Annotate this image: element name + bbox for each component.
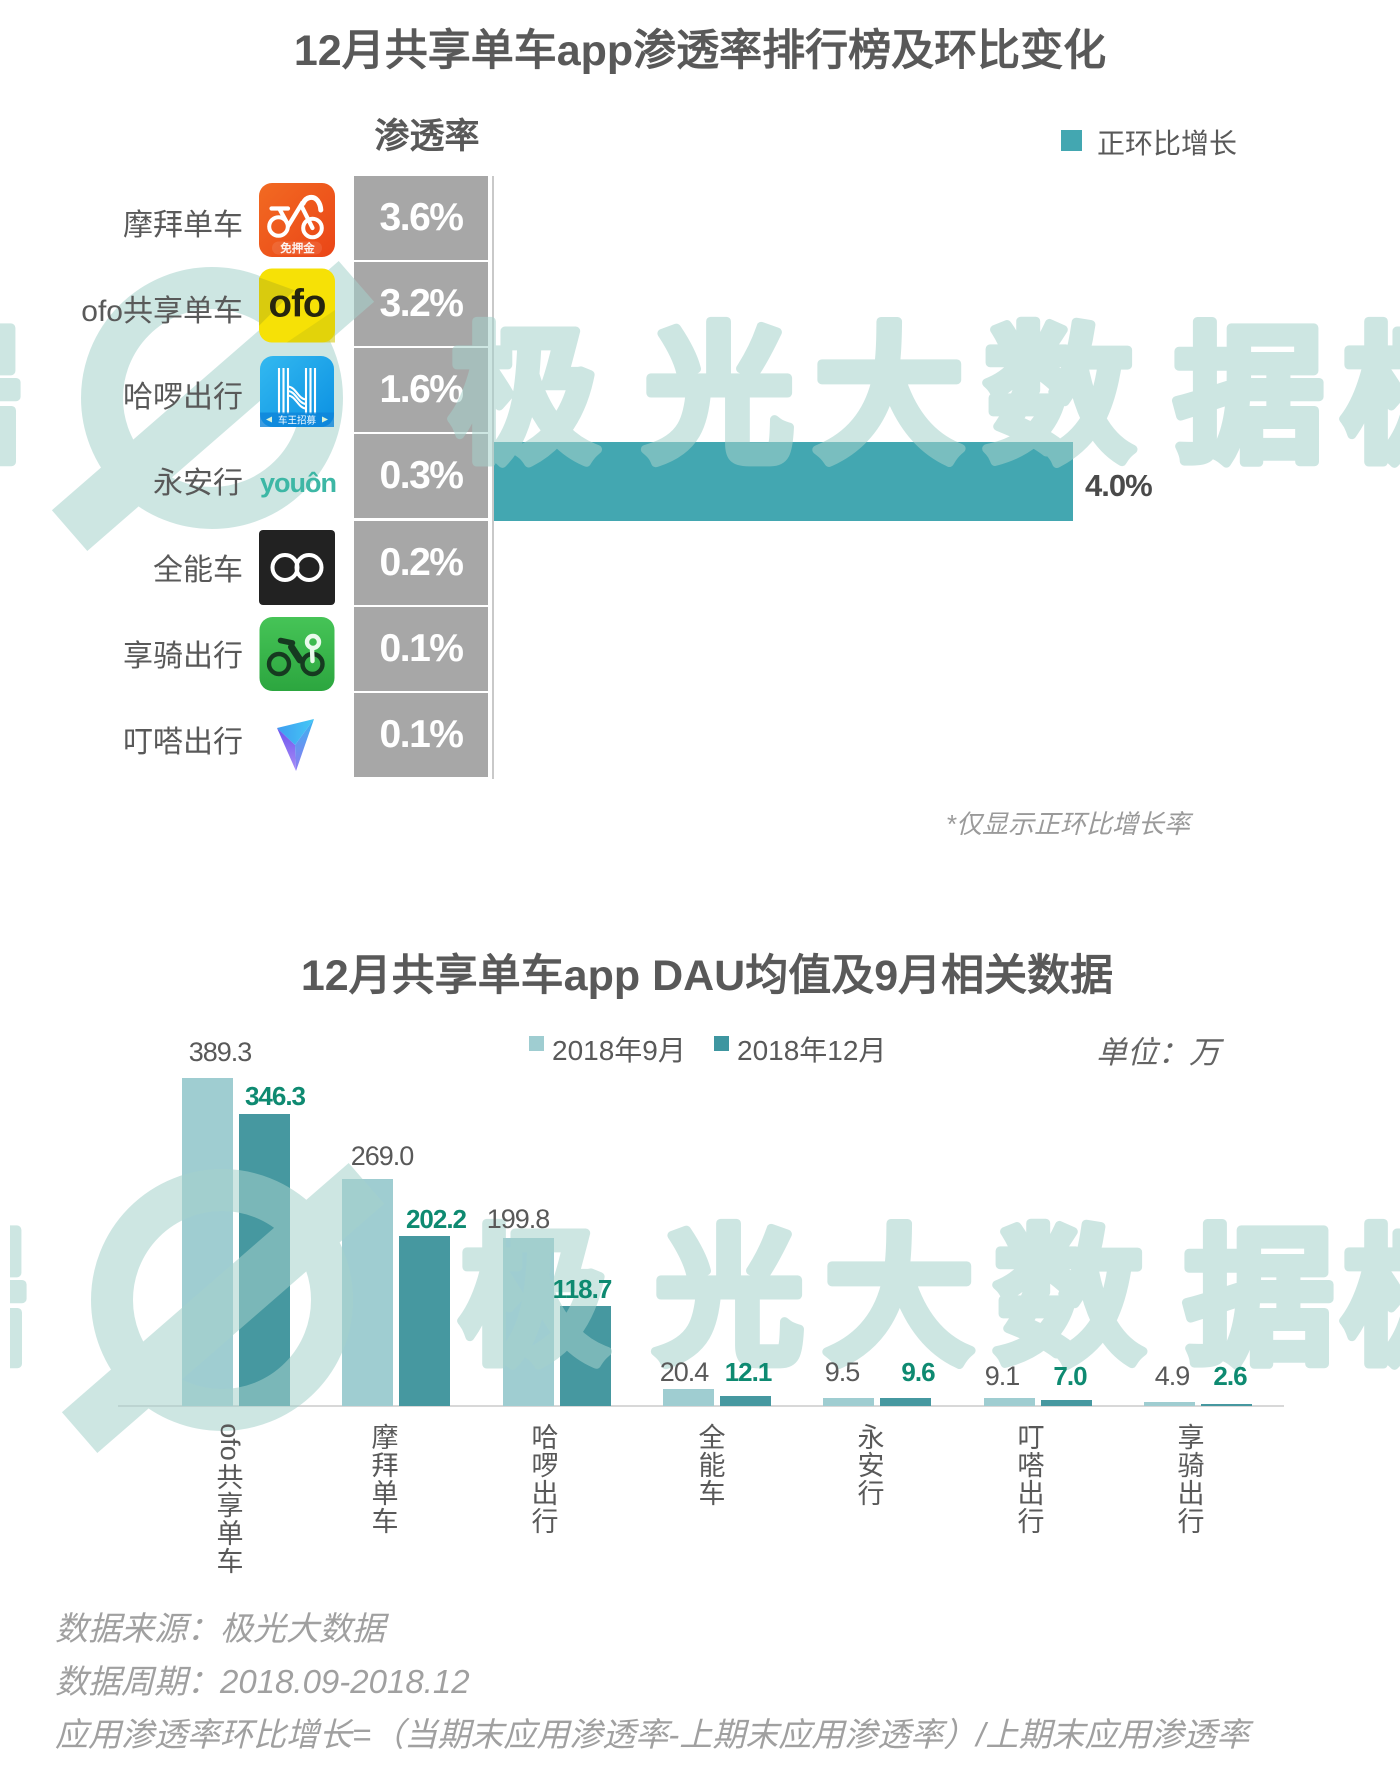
svg-text:极: 极 bbox=[1342, 1217, 1400, 1382]
svg-text:ofo: ofo bbox=[269, 282, 326, 325]
svg-text:免押金: 免押金 bbox=[280, 241, 315, 255]
svg-text:据: 据 bbox=[1175, 315, 1323, 480]
svg-text:数: 数 bbox=[995, 1217, 1143, 1382]
svg-text:据: 据 bbox=[10, 1217, 26, 1382]
svg-text:据: 据 bbox=[1185, 1217, 1333, 1382]
svg-text:车王招募: 车王招募 bbox=[278, 415, 317, 427]
svg-text:极: 极 bbox=[1342, 315, 1400, 480]
